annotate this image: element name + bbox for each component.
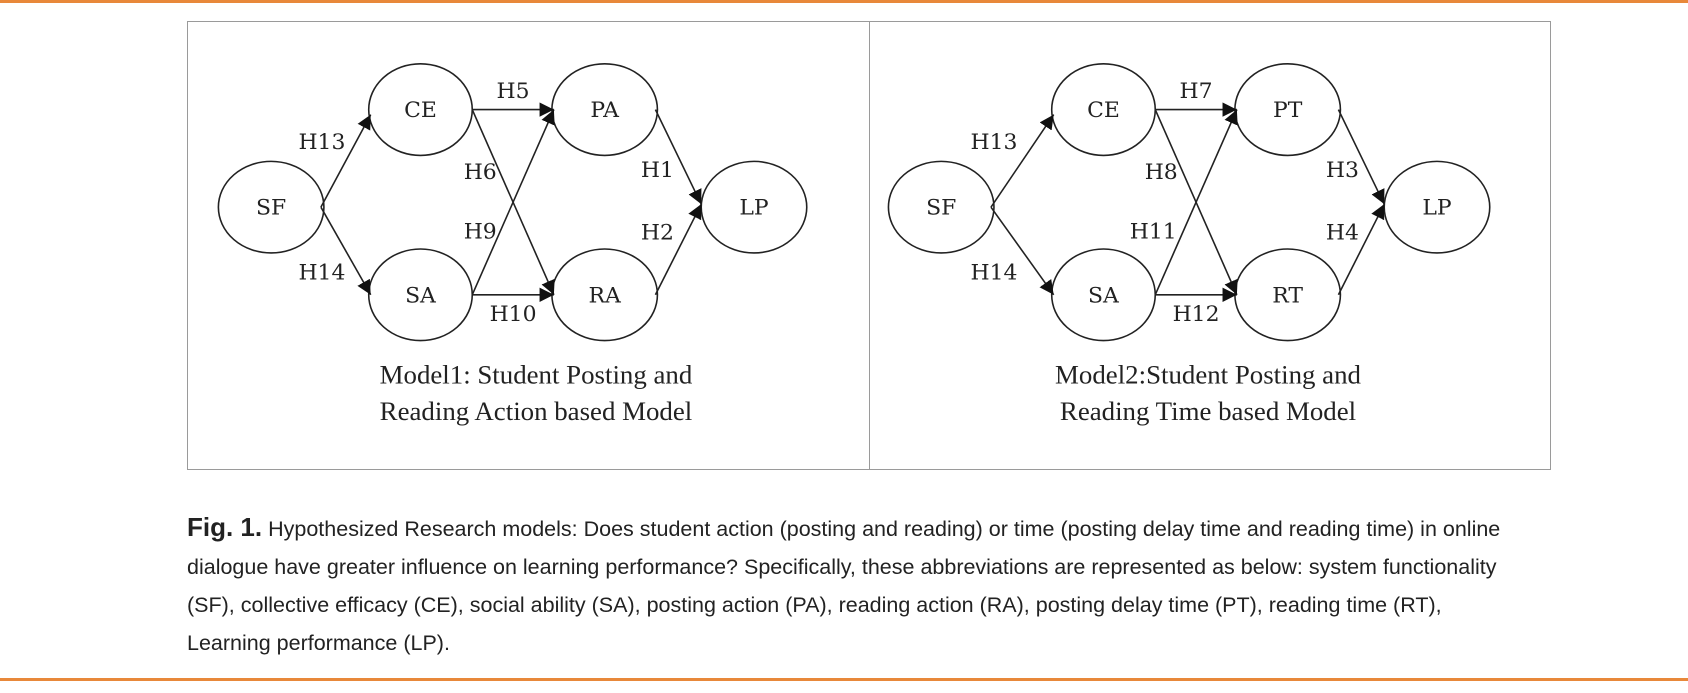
edge-label-h6: H6 xyxy=(464,160,497,185)
node-label-pa: PA xyxy=(590,98,620,123)
model1-panel: SF CE SA PA RA LP H13 H14 H5 H6 H9 H10 H… xyxy=(188,22,869,469)
node-lp xyxy=(1383,160,1491,254)
node-label-lp: LP xyxy=(739,196,768,221)
node-label-pt: PT xyxy=(1273,98,1303,123)
edge-label-h14: H14 xyxy=(970,260,1017,285)
edge-h1 xyxy=(654,109,702,205)
edge-label-h9: H9 xyxy=(464,220,497,245)
edge-h13 xyxy=(320,114,372,208)
edge-h11 xyxy=(1154,109,1238,296)
edge-label-h8: H8 xyxy=(1145,160,1178,185)
edge-label-h13: H13 xyxy=(298,130,345,155)
node-sf xyxy=(887,160,995,254)
figure-label: Fig. 1. xyxy=(187,512,263,542)
node-label-ce: CE xyxy=(404,98,437,123)
model1-caption-line1: Model1: Student Posting and xyxy=(380,359,693,389)
edge-label-h10: H10 xyxy=(490,302,537,327)
edge-label-h12: H12 xyxy=(1173,302,1220,327)
edge-label-h5: H5 xyxy=(497,79,530,104)
bottom-rule xyxy=(0,678,1688,681)
edge-h9 xyxy=(471,109,555,296)
edge-label-h3: H3 xyxy=(1326,158,1359,183)
edge-h14 xyxy=(320,206,372,296)
node-sf xyxy=(217,160,325,254)
edge-label-h7: H7 xyxy=(1180,79,1213,104)
edge-label-h14: H14 xyxy=(298,260,345,285)
model1-caption-line2: Reading Action based Model xyxy=(380,396,693,426)
top-rule xyxy=(0,0,1688,3)
model2-diagram: SF CE SA PT RT LP H13 H14 H7 H8 H11 H12 … xyxy=(887,63,1491,426)
edge-label-h11: H11 xyxy=(1130,220,1177,245)
edge-h4 xyxy=(1337,203,1385,296)
node-label-sf: SF xyxy=(926,196,956,221)
figure-caption: Fig. 1. Hypothesized Research models: Do… xyxy=(187,508,1527,662)
edge-label-h4: H4 xyxy=(1326,221,1359,246)
node-label-sa: SA xyxy=(405,283,437,308)
model2-caption-line1: Model2:Student Posting and xyxy=(1055,359,1361,389)
figure-frame: SF CE SA PA RA LP H13 H14 H5 H6 H9 H10 H… xyxy=(187,21,1551,470)
node-label-ce: CE xyxy=(1087,98,1120,123)
node-lp xyxy=(700,160,808,254)
node-label-lp: LP xyxy=(1422,196,1451,221)
model2-panel: SF CE SA PT RT LP H13 H14 H7 H8 H11 H12 … xyxy=(869,22,1550,469)
edge-h3 xyxy=(1337,109,1385,205)
model1-diagram: SF CE SA PA RA LP H13 H14 H5 H6 H9 H10 H… xyxy=(217,63,808,426)
model2-caption-line2: Reading Time based Model xyxy=(1060,396,1356,426)
edge-h14 xyxy=(990,206,1055,296)
node-label-sf: SF xyxy=(256,196,286,221)
edge-label-h13: H13 xyxy=(970,130,1017,155)
edge-label-h1: H1 xyxy=(641,158,674,183)
edge-label-h2: H2 xyxy=(641,221,674,246)
node-label-ra: RA xyxy=(589,283,622,308)
edge-h2 xyxy=(654,203,702,296)
edge-h13 xyxy=(990,114,1055,208)
node-label-rt: RT xyxy=(1272,283,1303,308)
node-label-sa: SA xyxy=(1088,283,1120,308)
figure-caption-text: Hypothesized Research models: Does stude… xyxy=(187,517,1501,655)
